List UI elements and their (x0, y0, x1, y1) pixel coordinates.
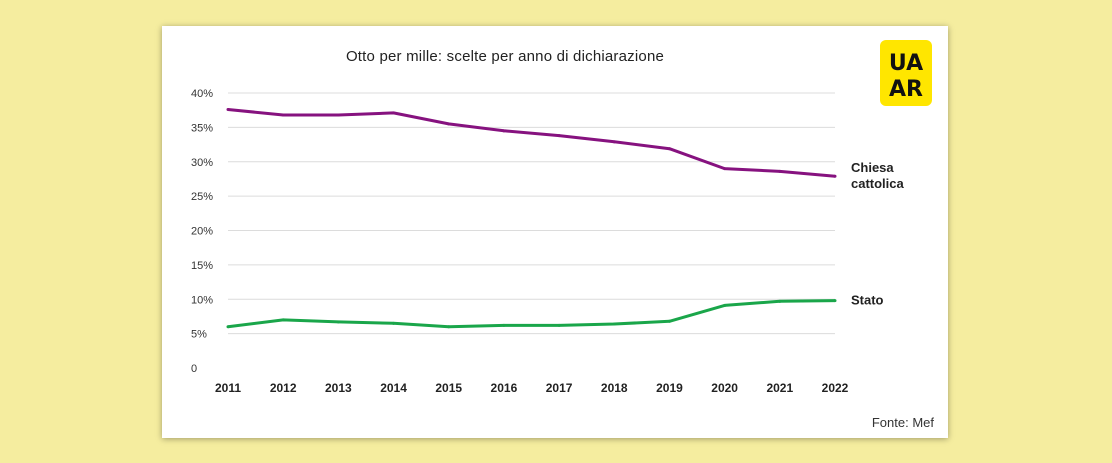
y-tick-label: 10% (191, 294, 213, 306)
uaar-logo: UA AR (880, 40, 932, 106)
series-point (336, 320, 340, 324)
series-point (612, 140, 616, 144)
series-point (723, 167, 727, 171)
series-point (502, 323, 506, 327)
series-point (557, 134, 561, 138)
series-point (336, 113, 340, 117)
series-line (227, 108, 836, 178)
x-tick-label: 2019 (656, 381, 683, 395)
x-tick-label: 2013 (325, 381, 352, 395)
x-tick-label: 2011 (215, 381, 241, 395)
series-point (778, 299, 782, 303)
logo-text-bottom: AR (889, 77, 923, 102)
series-point (778, 169, 782, 173)
series-point (502, 129, 506, 133)
x-tick-label: 2012 (270, 381, 297, 395)
series-point (226, 108, 230, 111)
series-point (226, 325, 230, 329)
source-note: Fonte: Mef (871, 415, 934, 430)
series-point (281, 113, 285, 117)
y-tick-label: 15% (191, 260, 213, 272)
x-tick-label: 2018 (601, 381, 628, 395)
series-label: cattolica (851, 176, 905, 191)
y-tick-label: 25% (191, 191, 213, 203)
chart-title: Otto per mille: scelte per anno di dichi… (345, 48, 665, 65)
series-label: Stato (851, 293, 884, 308)
series-label: Chiesa (851, 160, 894, 175)
series-point (833, 174, 837, 178)
x-tick-label: 2016 (491, 381, 518, 395)
x-tick-label: 2020 (711, 381, 738, 395)
series-point (667, 319, 671, 323)
series-point (447, 325, 451, 329)
logo-background (880, 40, 932, 106)
x-tick-label: 2017 (546, 381, 573, 395)
y-tick-label: 30% (191, 157, 213, 169)
series-point (392, 111, 396, 115)
y-tick-label: 5% (191, 329, 207, 341)
series-point (612, 322, 616, 326)
x-tick-label: 2021 (766, 381, 793, 395)
y-tick-label: 40% (191, 88, 213, 100)
chart-card: Otto per mille: scelte per anno di dichi… (162, 26, 948, 438)
line-chart: 0 5% 10% 15% 20% 25% 30% 35% 40% 2011 2012 2013 2014… (191, 88, 905, 395)
x-tick-label: 2014 (380, 381, 407, 395)
series-point (447, 122, 451, 126)
series-point (833, 299, 837, 303)
series-point (281, 318, 285, 322)
series-line (227, 299, 836, 329)
y-tick-label: 35% (191, 122, 213, 134)
series-point (557, 323, 561, 327)
series-point (723, 303, 727, 307)
x-tick-label: 2015 (435, 381, 462, 395)
x-tick-label: 2022 (822, 381, 849, 395)
logo-text-top: UA (889, 51, 923, 76)
y-tick-label: 0 (191, 363, 197, 375)
series-point (392, 321, 396, 325)
y-tick-label: 20% (191, 226, 213, 238)
series-point (667, 147, 671, 151)
